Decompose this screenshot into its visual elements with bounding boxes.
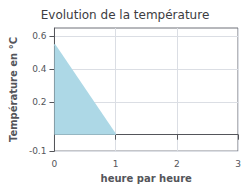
svg-text:Température en °C: Température en °C: [8, 37, 19, 142]
svg-text:1: 1: [113, 159, 119, 169]
svg-text:3: 3: [235, 159, 241, 169]
svg-text:0.6: 0.6: [32, 31, 47, 41]
svg-text:2: 2: [174, 159, 180, 169]
svg-text:0.2: 0.2: [32, 97, 46, 107]
svg-text:0.4: 0.4: [32, 64, 47, 74]
svg-text:Evolution de la température: Evolution de la température: [41, 8, 210, 22]
svg-text:-0.1: -0.1: [29, 146, 47, 156]
svg-text:heure par heure: heure par heure: [101, 173, 192, 184]
svg-text:0: 0: [52, 159, 58, 169]
